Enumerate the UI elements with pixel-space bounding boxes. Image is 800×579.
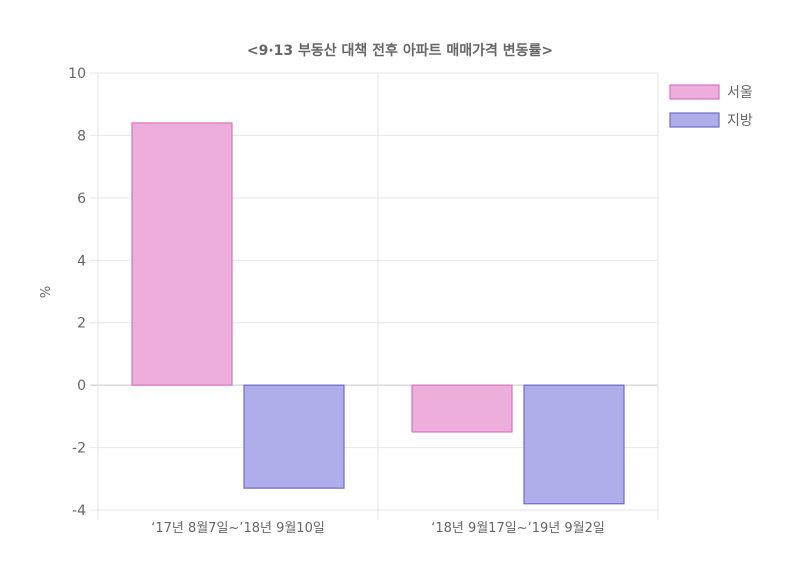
y-tick-label: 2 [77,316,86,332]
chart-title: <9·13 부동산 대책 전후 아파트 매매가격 변동률> [247,42,553,59]
x-tick-label: ‘18년 9월17일~’19년 9월2일 [431,521,605,536]
y-tick-label: -4 [72,503,86,519]
bar-seoul-1[interactable] [131,122,233,386]
y-axis-label: % [39,286,54,298]
y-tick-label: 10 [68,66,86,82]
bar-region-2[interactable] [523,384,625,505]
bar-region-1[interactable] [243,384,345,489]
legend-label: 지방 [727,113,753,129]
bar-seoul-2[interactable] [411,384,513,433]
x-tick-label: ‘17년 8월7일~’18년 9월10일 [151,521,325,536]
legend-item[interactable]: 서울 [669,84,753,101]
legend-swatch [669,84,720,100]
axis-layer: 10 8 6 4 2 0 -2 -4 ‘17년 8월7일~’18년 9월10일 ‘18년 9월17… [68,66,605,536]
legend-swatch [669,112,720,128]
y-tick-label: 8 [77,128,86,144]
y-tick-label: 0 [77,378,86,394]
legend-item[interactable]: 지방 [669,112,753,129]
legend-label: 서울 [727,85,753,101]
y-tick-label: 6 [77,191,86,207]
y-tick-label: -2 [72,441,86,457]
bars-layer [131,122,625,505]
y-tick-label: 4 [77,253,86,269]
